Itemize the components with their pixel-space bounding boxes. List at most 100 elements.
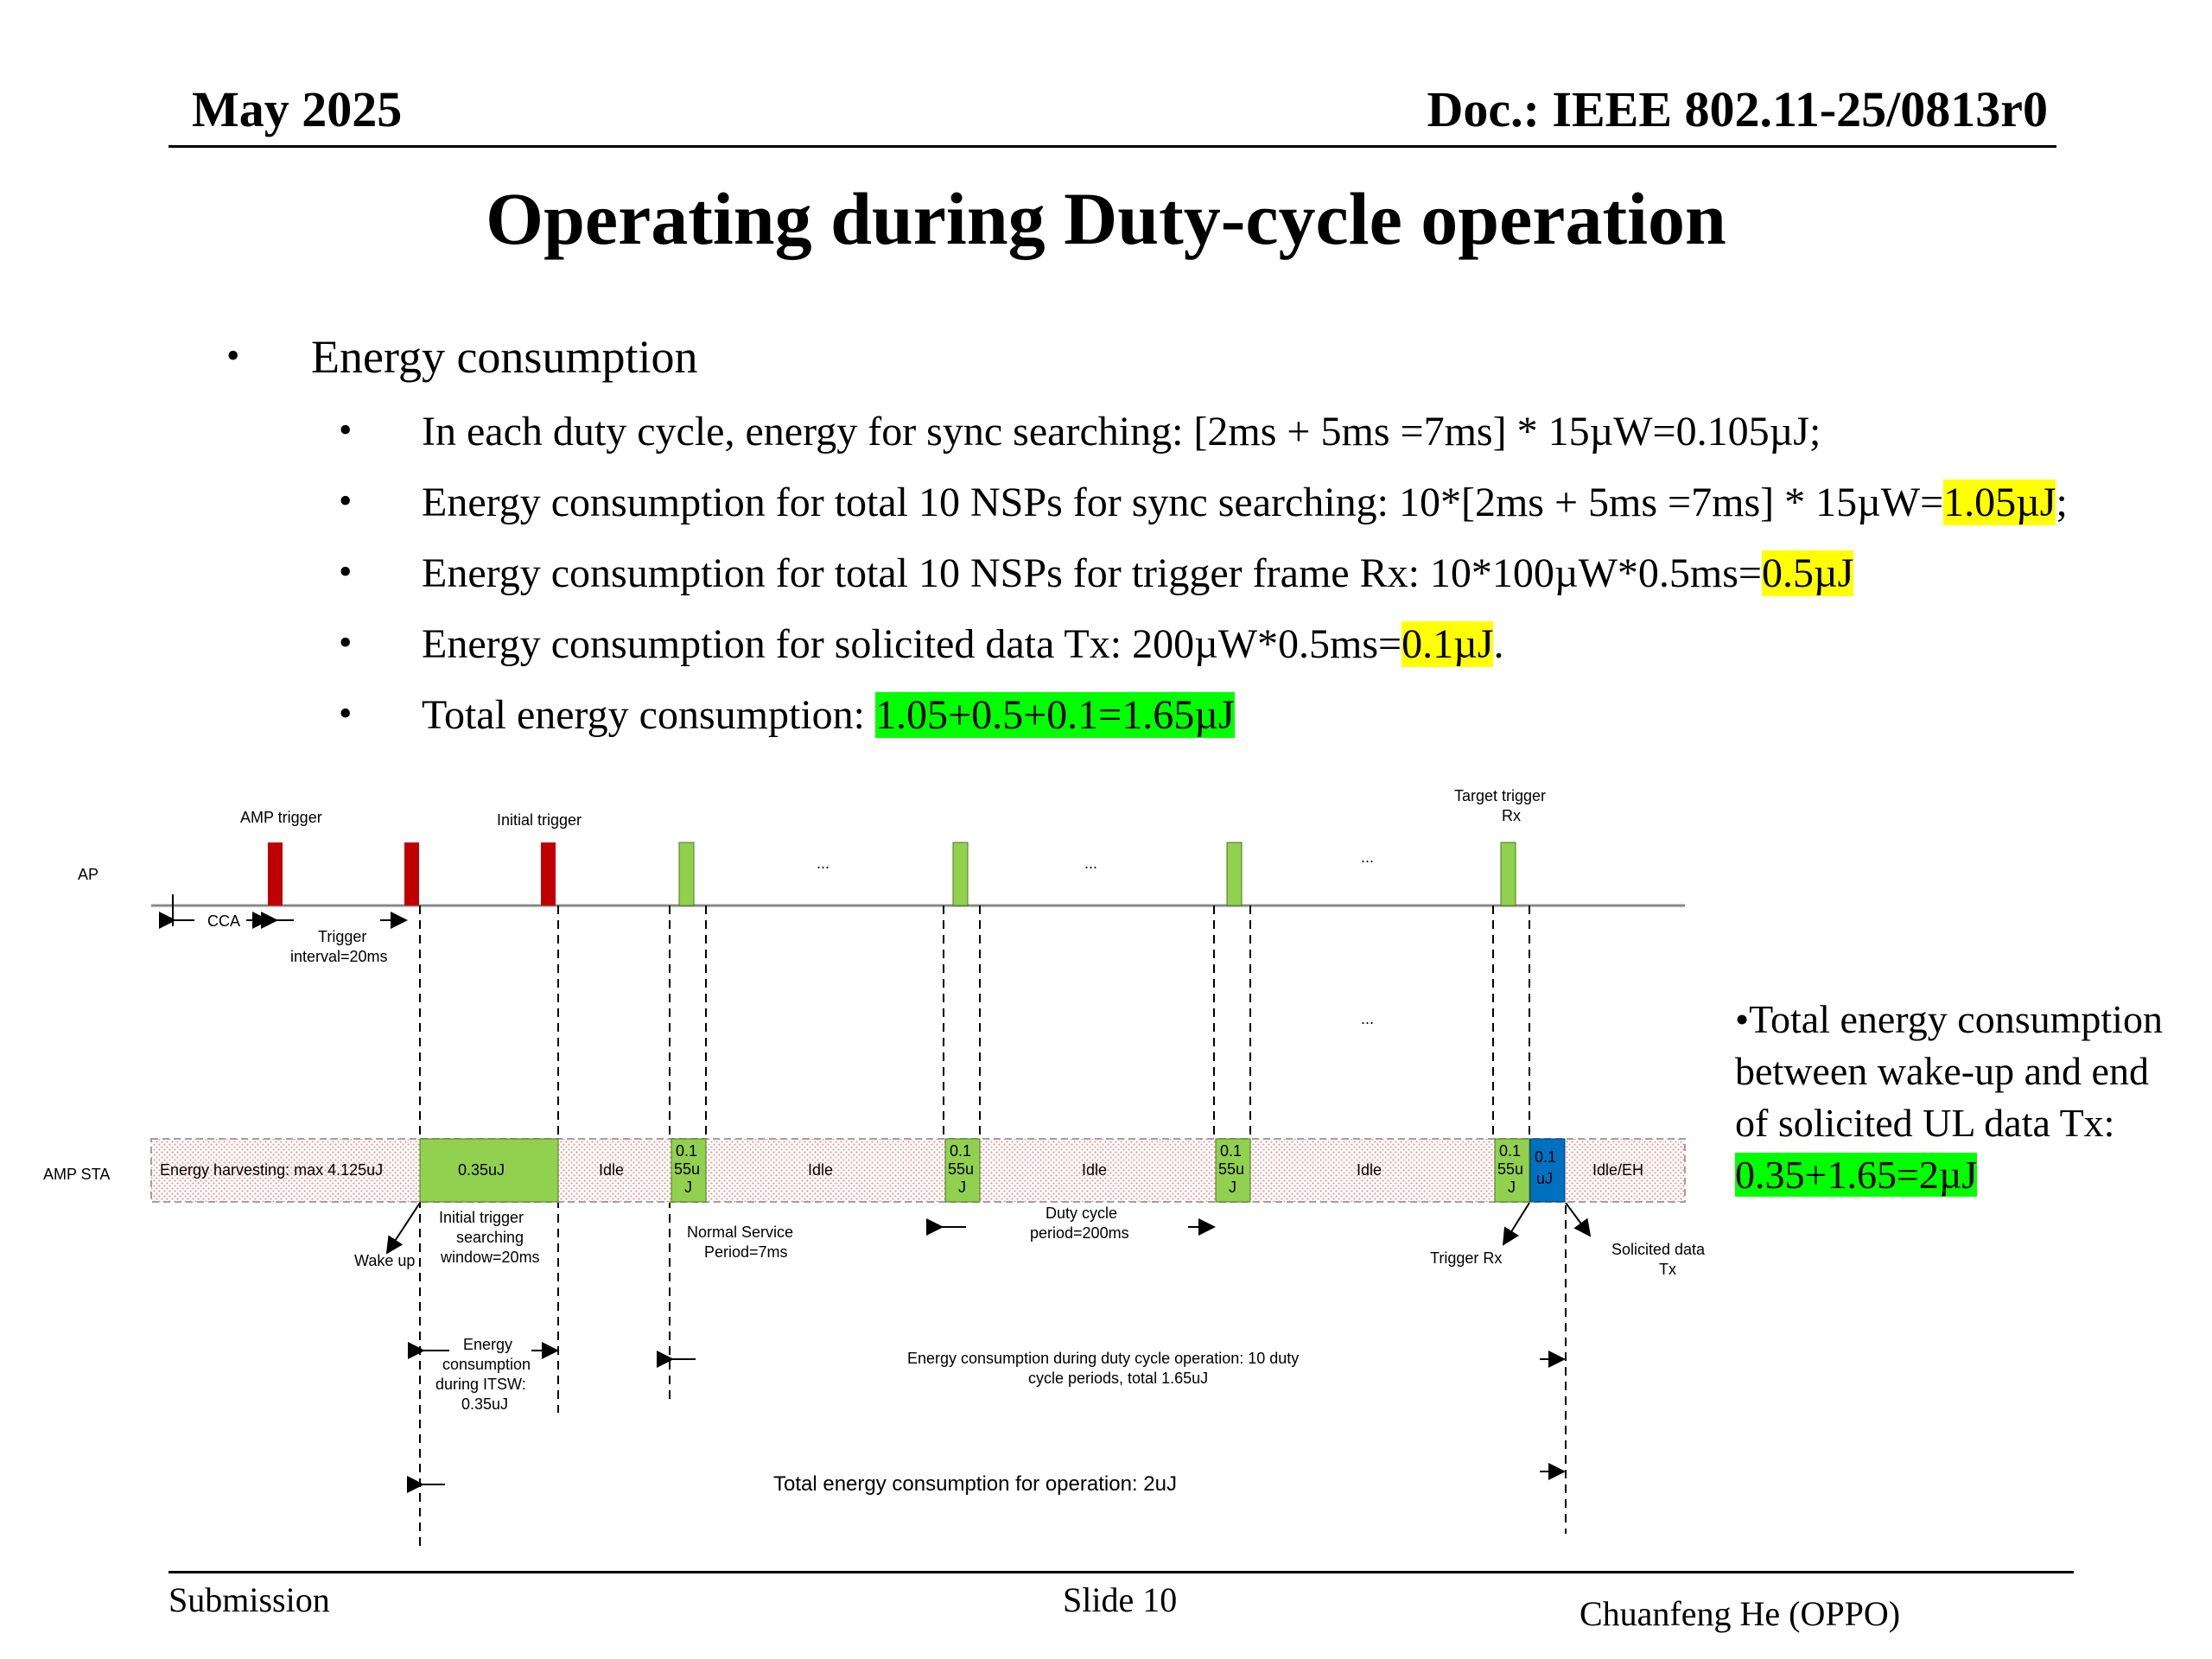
itsw-energy-label: 0.35uJ (458, 1161, 505, 1179)
itsw-label: searching (456, 1229, 524, 1246)
svg-text:J: J (958, 1179, 966, 1196)
trigger-interval-label: interval=20ms (290, 948, 388, 965)
svg-text:J: J (1229, 1179, 1236, 1196)
idle-label: Idle (599, 1161, 624, 1179)
idle-label: Idle (1082, 1161, 1107, 1179)
highlight-value: 1.05µJ (1943, 480, 2056, 525)
trigger-interval-label: Trigger (318, 928, 366, 945)
target-trigger-label: Target trigger (1454, 787, 1546, 804)
svg-text:55u: 55u (674, 1160, 700, 1178)
cca-label: CCA (207, 912, 240, 930)
trigger-rx-label: Trigger Rx (1430, 1249, 1502, 1267)
bullet-item-1: In each duty cycle, energy for sync sear… (422, 409, 1821, 454)
ellipsis: ... (1084, 855, 1097, 872)
target-trigger-pulse (1500, 842, 1516, 906)
nsp-block: 0.1 55u J (671, 1138, 707, 1203)
amp-sta-label: AMP STA (43, 1166, 110, 1183)
itsw-energy-note: consumption (442, 1356, 531, 1373)
bullet-text: Energy consumption for total 10 NSPs for… (422, 480, 1944, 525)
target-trigger-label: Rx (1502, 807, 1521, 824)
ellipsis: ... (1361, 849, 1374, 866)
side-note-line: of solicited UL data Tx: (1735, 1101, 2115, 1145)
total-energy-note: Total energy consumption for operation: … (773, 1472, 1177, 1496)
bullet-marker: • (339, 550, 353, 593)
svg-text:0.1: 0.1 (676, 1142, 697, 1160)
sta-timeline-bar (150, 1138, 1686, 1203)
amp-trigger-pulse (268, 842, 283, 906)
idle-eh-label: Idle/EH (1592, 1161, 1643, 1179)
side-note-line: •Total energy consumption (1735, 997, 2163, 1041)
energy-harvesting-label: Energy harvesting: max 4.125uJ (160, 1161, 383, 1179)
itsw-block (419, 1138, 559, 1203)
nsp-block: 0.1 55u J (1494, 1138, 1530, 1203)
footer-divider (168, 1571, 2074, 1573)
header-date: May 2025 (192, 81, 403, 137)
duty-cycle-energy-note: Energy consumption during duty cycle ope… (907, 1350, 1299, 1367)
svg-text:55u: 55u (948, 1160, 974, 1178)
svg-text:55u: 55u (1218, 1160, 1244, 1178)
ap-label: AP (78, 866, 99, 883)
trigger-pulse (678, 842, 695, 906)
bullet-text: Energy consumption for solicited data Tx… (422, 621, 1402, 667)
bullet-marker: • (339, 480, 353, 522)
bullet-marker: • (339, 692, 353, 734)
side-note-line: between wake-up and end (1735, 1049, 2149, 1093)
trigger-pulse (952, 842, 969, 906)
initial-trigger-pulse (541, 842, 556, 906)
bullet-item-5: Total energy consumption: 1.05+0.5+0.1=1… (422, 692, 1235, 739)
header-divider (168, 145, 2056, 148)
svg-text:0.1: 0.1 (950, 1142, 971, 1160)
svg-text:0.1: 0.1 (1499, 1142, 1521, 1160)
idle-label: Idle (1357, 1161, 1382, 1179)
solicited-data-label: Tx (1659, 1261, 1676, 1278)
footer-slide-number: Slide 10 (1063, 1580, 1178, 1619)
initial-trigger-label: Initial trigger (497, 811, 582, 829)
bullet-main: Energy consumption (311, 331, 698, 383)
svg-text:J: J (684, 1179, 692, 1196)
itsw-energy-note: during ITSW: (435, 1376, 526, 1393)
itsw-energy-note: Energy (463, 1336, 512, 1353)
nsp-label: Period=7ms (704, 1243, 788, 1261)
highlight-value: 1.05+0.5+0.1=1.65µJ (875, 692, 1235, 738)
duty-cycle-energy-note: cycle periods, total 1.65uJ (1028, 1370, 1208, 1387)
idle-label: Idle (808, 1161, 833, 1179)
highlight-value: 0.5µJ (1761, 550, 1854, 596)
amp-trigger-label: AMP trigger (240, 809, 322, 826)
itsw-label: Initial trigger (439, 1209, 524, 1226)
bullet-text: ; (2056, 480, 2068, 525)
bullet-item-2: Energy consumption for total 10 NSPs for… (422, 480, 2068, 526)
wake-up-label: Wake up (354, 1252, 415, 1269)
svg-text:0.1: 0.1 (1535, 1148, 1556, 1166)
nsp-label: Normal Service (687, 1224, 793, 1241)
bullet-text: Total energy consumption: (422, 692, 875, 738)
bullet-marker: • (339, 409, 353, 451)
svg-text:55u: 55u (1497, 1160, 1523, 1178)
ellipsis: ... (817, 855, 830, 872)
duty-cycle-timing-diagram: AP AMP trigger Initial trigger Target tr… (43, 787, 1706, 1547)
svg-text:0.1: 0.1 (1220, 1142, 1242, 1160)
svg-text:J: J (1508, 1179, 1516, 1196)
bullet-item-3: Energy consumption for total 10 NSPs for… (422, 550, 1854, 597)
header-doc-number: Doc.: IEEE 802.11-25/0813r0 (1427, 81, 2048, 137)
slide-title: Operating during Duty-cycle operation (486, 177, 1726, 260)
bullet-marker: • (226, 334, 240, 377)
footer-submission: Submission (168, 1580, 330, 1619)
amp-trigger-pulse (404, 842, 419, 906)
trigger-pulse (1226, 842, 1243, 906)
ellipsis: ... (1361, 1010, 1374, 1027)
itsw-energy-note: 0.35uJ (461, 1395, 508, 1413)
bullet-marker: • (339, 621, 353, 664)
footer-author: Chuanfeng He (OPPO) (1580, 1594, 1901, 1633)
bullet-text: Energy consumption for total 10 NSPs for… (422, 550, 1762, 596)
bullet-item-4: Energy consumption for solicited data Tx… (422, 621, 1504, 668)
nsp-block: 0.1 55u J (944, 1138, 981, 1203)
nsp-block: 0.1 55u J (1215, 1138, 1251, 1203)
side-note-total: 0.35+1.65=2µJ (1735, 1153, 1978, 1197)
bullet-text: . (1493, 621, 1504, 667)
side-note: •Total energy consumption between wake-u… (1735, 994, 2202, 1201)
duty-cycle-label: Duty cycle (1046, 1205, 1117, 1222)
solicited-data-label: Solicited data (1611, 1241, 1706, 1258)
solicited-tx-block: 0.1 uJ (1529, 1138, 1566, 1203)
highlight-value: 0.1µJ (1402, 621, 1494, 667)
svg-text:uJ: uJ (1536, 1170, 1553, 1187)
